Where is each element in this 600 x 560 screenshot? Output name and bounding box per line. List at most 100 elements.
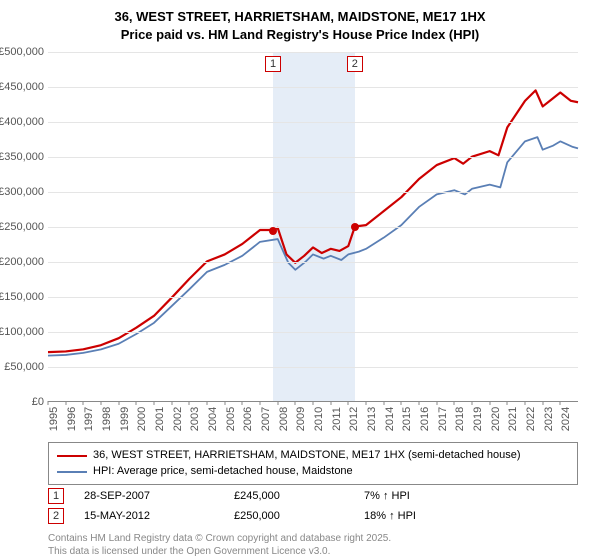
x-axis-label: 2002 — [172, 407, 184, 431]
sales-table: 1 28-SEP-2007£245,0007% ↑ HPI 2 15-MAY-2012… — [48, 488, 578, 528]
sale-price: £245,000 — [234, 490, 364, 502]
x-axis-label: 2011 — [331, 407, 343, 431]
gridline — [48, 332, 578, 333]
x-axis-label: 1995 — [48, 407, 60, 431]
gridline — [48, 157, 578, 158]
x-axis-tick — [224, 401, 225, 405]
x-axis-tick — [383, 401, 384, 405]
x-axis-label: 2004 — [207, 407, 219, 431]
x-axis-label: 2007 — [260, 407, 272, 431]
x-axis-label: 2001 — [154, 407, 166, 431]
gridline — [48, 262, 578, 263]
legend-label: 36, WEST STREET, HARRIETSHAM, MAIDSTONE,… — [93, 448, 521, 464]
x-axis-tick — [260, 401, 261, 405]
series-line-property — [48, 90, 578, 352]
x-axis-label: 2015 — [401, 407, 413, 431]
x-axis-label: 2003 — [189, 407, 201, 431]
gridline — [48, 122, 578, 123]
x-axis-tick — [189, 401, 190, 405]
x-axis-tick — [472, 401, 473, 405]
attribution-line-2: This data is licensed under the Open Gov… — [48, 546, 391, 559]
legend-item: 36, WEST STREET, HARRIETSHAM, MAIDSTONE,… — [57, 448, 569, 464]
y-axis-label: £500,000 — [0, 46, 44, 58]
title-line-1: 36, WEST STREET, HARRIETSHAM, MAIDSTONE,… — [0, 8, 600, 26]
legend-box: 36, WEST STREET, HARRIETSHAM, MAIDSTONE,… — [48, 442, 578, 485]
x-axis-tick — [560, 401, 561, 405]
x-axis-label: 2016 — [419, 407, 431, 431]
sale-marker-label: 1 — [265, 56, 281, 72]
x-axis-label: 2000 — [136, 407, 148, 431]
x-axis-label: 2010 — [313, 407, 325, 431]
x-axis-label: 1996 — [66, 407, 78, 431]
gridline — [48, 367, 578, 368]
x-axis-label: 1999 — [119, 407, 131, 431]
chart-title: 36, WEST STREET, HARRIETSHAM, MAIDSTONE,… — [0, 0, 600, 43]
y-axis-label: £450,000 — [0, 81, 44, 93]
x-axis-label: 2024 — [560, 407, 572, 431]
x-axis-label: 2006 — [242, 407, 254, 431]
gridline — [48, 227, 578, 228]
y-axis-label: £100,000 — [0, 326, 44, 338]
legend-swatch — [57, 471, 87, 473]
x-axis-label: 2013 — [366, 407, 378, 431]
x-axis-label: 2022 — [525, 407, 537, 431]
chart-plot-area: £0£50,000£100,000£150,000£200,000£250,00… — [48, 52, 578, 402]
x-axis-tick — [242, 401, 243, 405]
x-axis-tick — [507, 401, 508, 405]
x-axis-label: 2020 — [490, 407, 502, 431]
title-line-2: Price paid vs. HM Land Registry's House … — [0, 26, 600, 44]
y-axis-label: £0 — [32, 396, 44, 408]
x-axis-tick — [83, 401, 84, 405]
sale-marker-label: 2 — [347, 56, 363, 72]
x-axis-label: 2017 — [437, 407, 449, 431]
sale-date: 28-SEP-2007 — [84, 490, 234, 502]
x-axis-tick — [136, 401, 137, 405]
y-axis-label: £400,000 — [0, 116, 44, 128]
x-axis-tick — [454, 401, 455, 405]
sale-price: £250,000 — [234, 510, 364, 522]
x-axis-tick — [489, 401, 490, 405]
sale-row-marker: 1 — [48, 488, 64, 504]
x-axis-tick — [154, 401, 155, 405]
y-axis-label: £350,000 — [0, 151, 44, 163]
sale-hpi-delta: 7% ↑ HPI — [364, 490, 484, 502]
x-axis-tick — [295, 401, 296, 405]
x-axis-label: 2005 — [225, 407, 237, 431]
x-axis-label: 2009 — [295, 407, 307, 431]
y-axis-label: £250,000 — [0, 221, 44, 233]
sale-hpi-delta: 18% ↑ HPI — [364, 510, 484, 522]
x-axis-tick — [313, 401, 314, 405]
x-axis-tick — [366, 401, 367, 405]
legend-label: HPI: Average price, semi-detached house,… — [93, 464, 353, 480]
legend-item: HPI: Average price, semi-detached house,… — [57, 464, 569, 480]
y-axis-label: £300,000 — [0, 186, 44, 198]
sale-row: 1 28-SEP-2007£245,0007% ↑ HPI — [48, 488, 578, 504]
sale-date: 15-MAY-2012 — [84, 510, 234, 522]
x-axis-label: 2018 — [454, 407, 466, 431]
x-axis-label: 2021 — [507, 407, 519, 431]
attribution: Contains HM Land Registry data © Crown c… — [48, 533, 391, 558]
x-axis-tick — [542, 401, 543, 405]
x-axis-tick — [348, 401, 349, 405]
x-axis-label: 2012 — [348, 407, 360, 431]
gridline — [48, 297, 578, 298]
x-axis-tick — [436, 401, 437, 405]
x-axis-label: 2014 — [384, 407, 396, 431]
x-axis-tick — [65, 401, 66, 405]
attribution-line-1: Contains HM Land Registry data © Crown c… — [48, 533, 391, 546]
x-axis-label: 1998 — [101, 407, 113, 431]
x-axis-tick — [277, 401, 278, 405]
gridline — [48, 87, 578, 88]
x-axis-tick — [330, 401, 331, 405]
y-axis-label: £50,000 — [4, 361, 44, 373]
x-axis-label: 2008 — [278, 407, 290, 431]
gridline — [48, 52, 578, 53]
x-axis-label: 2023 — [543, 407, 555, 431]
sale-marker-dot — [351, 223, 359, 231]
x-axis-tick — [401, 401, 402, 405]
x-axis-tick — [525, 401, 526, 405]
gridline — [48, 192, 578, 193]
sale-marker-dot — [269, 227, 277, 235]
sale-row-marker: 2 — [48, 508, 64, 524]
x-axis-tick — [171, 401, 172, 405]
